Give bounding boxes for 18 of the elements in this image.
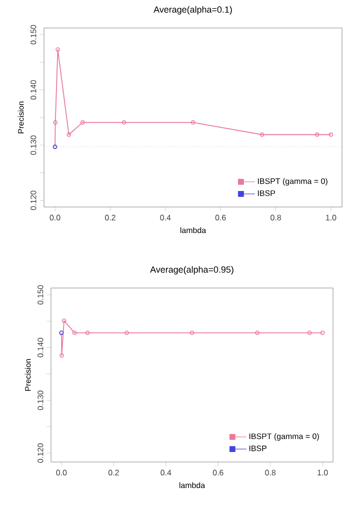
- point: [124, 330, 129, 336]
- point: [307, 330, 312, 336]
- point: [122, 120, 126, 125]
- point: [53, 120, 58, 125]
- point: [190, 120, 196, 125]
- point: [190, 330, 194, 336]
- point: [66, 132, 72, 137]
- point: [80, 120, 85, 125]
- point: [255, 330, 260, 336]
- point: [314, 132, 320, 137]
- chart-title: Average(alpha=0.95): [150, 266, 234, 274]
- point: [85, 330, 90, 336]
- chart-title: Average(alpha=0.1): [154, 6, 232, 14]
- point: [72, 330, 77, 336]
- point: [60, 353, 64, 358]
- point: [56, 47, 60, 52]
- point: [62, 318, 66, 323]
- point: [260, 132, 264, 137]
